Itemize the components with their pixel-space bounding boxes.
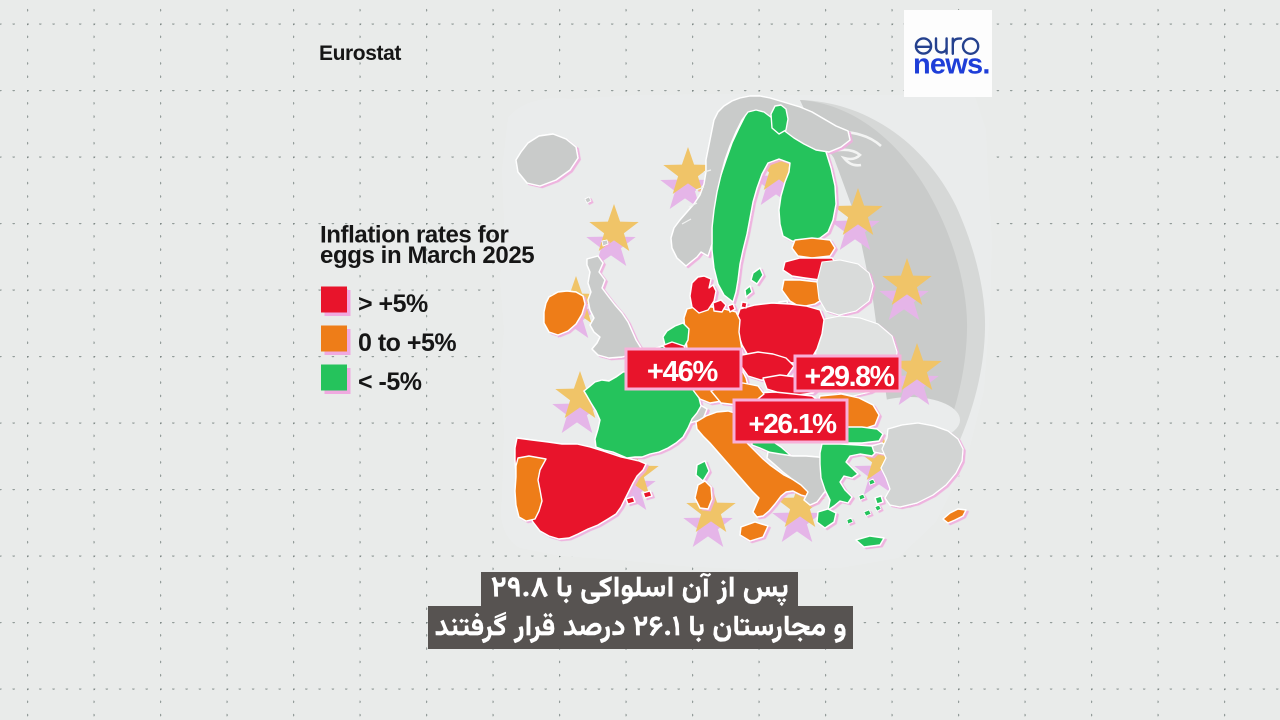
- svg-text:+29.8%: +29.8%: [804, 361, 894, 393]
- svg-text:+26.1%: +26.1%: [748, 408, 837, 439]
- svg-text:news.: news.: [913, 49, 990, 81]
- svg-text:eggs in March 2025: eggs in March 2025: [320, 242, 534, 269]
- svg-text:+46%: +46%: [647, 356, 719, 388]
- svg-text:Inflation rates for: Inflation rates for: [320, 222, 508, 249]
- svg-text:< -5%: < -5%: [358, 368, 422, 396]
- svg-text:> +5%: > +5%: [358, 290, 428, 318]
- svg-text:Eurostat: Eurostat: [319, 42, 401, 65]
- svg-text:0 to +5%: 0 to +5%: [358, 329, 456, 357]
